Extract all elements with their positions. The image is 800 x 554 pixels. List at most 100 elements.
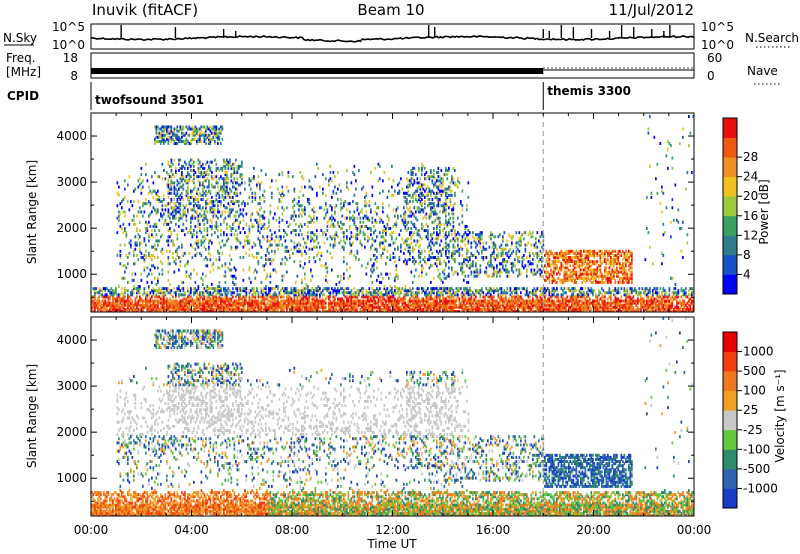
heatmap-cell (124, 289, 126, 293)
heatmap-cell (439, 249, 441, 253)
heatmap-cell (232, 222, 234, 226)
heatmap-cell (145, 227, 147, 231)
heatmap-cell (433, 256, 435, 260)
heatmap-cell (325, 212, 327, 216)
heatmap-cell (470, 295, 473, 299)
heatmap-cell (341, 227, 344, 231)
heatmap-cell (421, 193, 423, 197)
heatmap-cell (257, 307, 260, 311)
heatmap-cell (412, 200, 414, 204)
heatmap-cell (232, 227, 234, 231)
heatmap-cell (140, 173, 143, 177)
heatmap-cell (197, 179, 200, 183)
heatmap-cell (154, 224, 156, 228)
heatmap-cell (251, 287, 254, 291)
heatmap-cell (206, 305, 209, 309)
heatmap-cell (154, 256, 156, 260)
heatmap-cell (196, 309, 198, 312)
heatmap-cell (269, 235, 272, 239)
heatmap-cell (448, 166, 450, 170)
heatmap-cell (292, 291, 294, 295)
heatmap-cell (215, 135, 218, 139)
heatmap-cell (302, 208, 305, 212)
heatmap-cell (293, 295, 296, 299)
heatmap-cell (418, 193, 420, 197)
heatmap-cell (170, 301, 173, 305)
heatmap-cell (296, 297, 299, 301)
heatmap-cell (203, 222, 206, 226)
heatmap-cell (421, 185, 423, 189)
heatmap-cell (97, 303, 99, 307)
heatmap-cell (196, 139, 198, 143)
heatmap-cell (209, 206, 212, 210)
heatmap-cell (304, 299, 306, 303)
heatmap-cell (310, 239, 312, 243)
heatmap-cell (437, 293, 440, 297)
heatmap-cell (241, 301, 243, 305)
heatmap-cell (197, 206, 200, 210)
heatmap-cell (323, 303, 326, 307)
heatmap-cell (293, 305, 296, 309)
heatmap-cell (476, 289, 479, 293)
heatmap-cell (188, 295, 191, 299)
heatmap-cell (424, 214, 426, 218)
heatmap-cell (479, 309, 482, 312)
heatmap-cell (263, 295, 266, 299)
heatmap-cell (283, 309, 285, 312)
heatmap-cell (190, 175, 192, 179)
heatmap-cell (247, 235, 249, 239)
heatmap-cell (449, 229, 452, 233)
heatmap-cell (220, 187, 222, 191)
heatmap-cell (149, 303, 152, 307)
heatmap-cell (379, 305, 381, 309)
heatmap-cell (302, 305, 305, 309)
heatmap-cell (239, 256, 242, 260)
heatmap-cell (452, 177, 455, 181)
heatmap-cell (422, 297, 425, 301)
heatmap-cell (185, 214, 188, 218)
heatmap-cell (119, 301, 122, 305)
heatmap-cell (178, 168, 180, 172)
heatmap-cell (314, 307, 317, 311)
heatmap-cell (94, 289, 96, 293)
heatmap-cell (185, 162, 188, 166)
heatmap-cell (412, 195, 414, 199)
heatmap-cell (167, 258, 170, 262)
heatmap-cell (374, 301, 377, 305)
heatmap-cell (452, 301, 455, 305)
heatmap-cell (226, 233, 228, 237)
heatmap-cell (269, 293, 272, 297)
heatmap-cell (454, 231, 456, 235)
heatmap-cell (458, 233, 461, 237)
heatmap-cell (461, 214, 464, 218)
heatmap-cell (157, 307, 159, 311)
heatmap-cell (337, 309, 339, 312)
heatmap-cell (265, 297, 267, 301)
heatmap-cell (434, 208, 437, 212)
heatmap-cell (152, 287, 155, 291)
heatmap-cell (170, 171, 173, 175)
heatmap-cell (431, 237, 434, 241)
heatmap-cell (442, 301, 444, 305)
heatmap-cell (374, 220, 377, 224)
heatmap-cell (305, 285, 308, 289)
heatmap-cell (355, 295, 357, 299)
heatmap-cell (439, 191, 441, 195)
heatmap-cell (353, 293, 356, 297)
heatmap-cell (155, 210, 158, 214)
heatmap-cell (385, 303, 387, 307)
heatmap-cell (421, 274, 423, 278)
heatmap-cell (182, 214, 185, 218)
heatmap-cell (308, 293, 311, 297)
heatmap-cell (253, 289, 255, 293)
heatmap-cell (281, 218, 284, 222)
heatmap-cell (203, 131, 206, 135)
heatmap-cell (464, 258, 467, 262)
heatmap-cell (467, 293, 470, 297)
heatmap-cell (172, 173, 174, 177)
heatmap-cell (398, 258, 401, 262)
heatmap-cell (197, 297, 200, 301)
heatmap-cell (425, 293, 428, 297)
heatmap-cell (173, 185, 176, 189)
